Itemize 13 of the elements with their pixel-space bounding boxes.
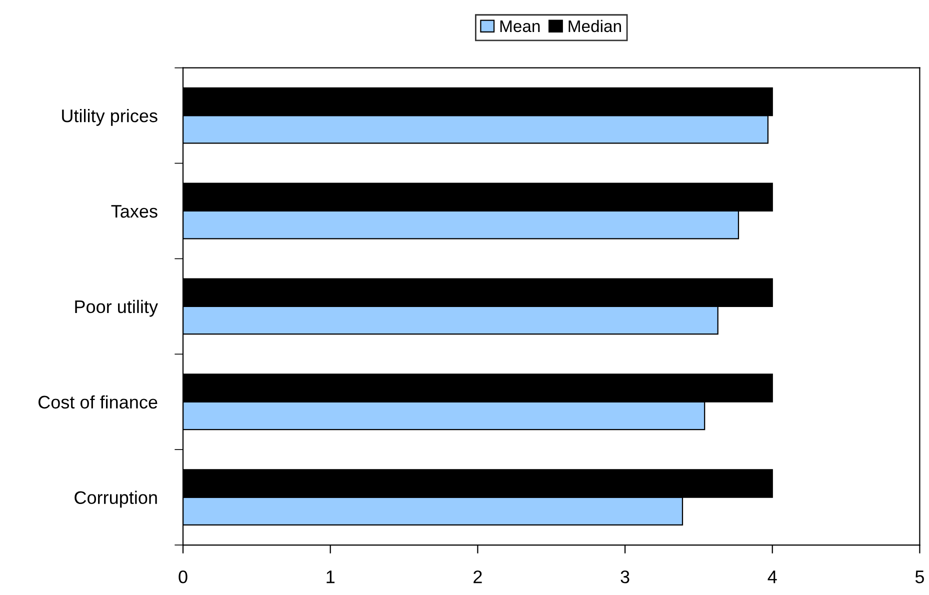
y-tick-label: Utility prices: [62, 109, 158, 126]
y-tick-label: Poor utility: [75, 300, 158, 317]
legend-label: Mean: [500, 20, 540, 32]
x-tick-label: 0: [178, 570, 188, 584]
x-tick-label: 2: [474, 570, 482, 584]
legend-label: Median: [568, 20, 621, 32]
x-tick-label: 4: [768, 570, 777, 584]
x-tick-label: 1: [326, 570, 334, 584]
x-tick-label: 3: [620, 570, 630, 584]
y-tick-label: Corruption: [74, 490, 157, 508]
x-tick-label: 5: [915, 570, 924, 584]
y-tick-label: Cost of finance: [38, 395, 158, 409]
y-tick-label: Taxes: [111, 205, 158, 218]
